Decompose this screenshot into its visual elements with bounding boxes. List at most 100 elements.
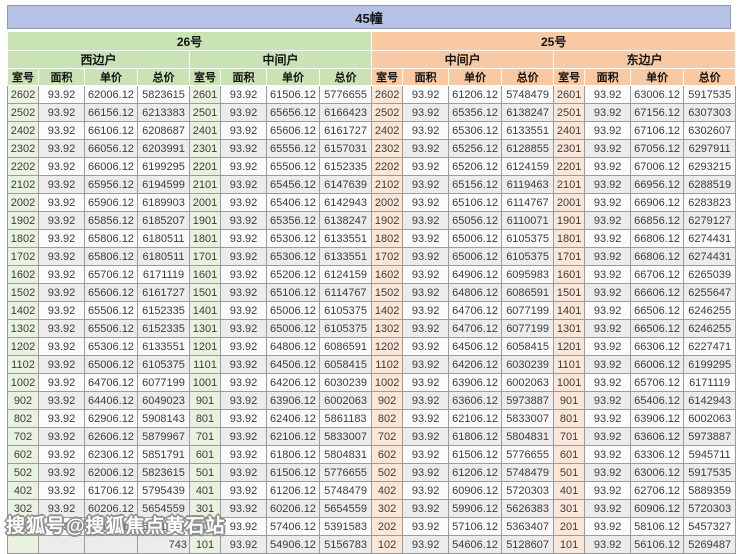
cell-unit-price: 65006.12 xyxy=(448,247,503,266)
cell-total-price: 6213383 xyxy=(137,103,190,122)
cell-area: 93.92 xyxy=(38,301,85,320)
cell-unit-price: 62106.12 xyxy=(266,427,320,446)
cell-total-price: 6138247 xyxy=(501,103,555,122)
cell-room: 1102 xyxy=(7,355,39,374)
cell-room: 602 xyxy=(7,445,39,464)
cell-total-price: 6002063 xyxy=(501,373,555,392)
cell-area: 93.92 xyxy=(220,319,267,338)
cell-room: 202 xyxy=(7,517,39,536)
cell-room: 1801 xyxy=(553,229,586,248)
cell-total-price: 6133551 xyxy=(501,121,555,140)
cell-unit-price: 65606.12 xyxy=(266,121,320,140)
cell-room: 2101 xyxy=(553,175,586,194)
cell-total-price: 6161727 xyxy=(318,121,373,140)
cell-total-price: 6185207 xyxy=(137,211,190,230)
table-row: 2102 93.92 65956.12 6194599 2101 93.92 65456.1… xyxy=(7,175,737,194)
cell-unit-price: 65656.12 xyxy=(266,103,320,122)
cell-area: 93.92 xyxy=(584,175,632,194)
cell-area: 93.92 xyxy=(402,283,450,302)
cell-area: 93.92 xyxy=(402,229,450,248)
cell-unit-price: 61806.12 xyxy=(266,445,320,464)
cell-total-price: 6105375 xyxy=(318,319,373,338)
col-header-unit-price: 单价 xyxy=(630,68,685,86)
cell-area: 93.92 xyxy=(220,373,267,392)
cell-area: 93.92 xyxy=(402,319,450,338)
cell-unit-price: 65506.12 xyxy=(84,301,138,320)
cell-area: 93.92 xyxy=(402,391,450,410)
cell-room: 902 xyxy=(7,391,39,410)
cell-room: 2301 xyxy=(189,139,221,158)
cell-area: 93.92 xyxy=(38,121,85,140)
cell-area: 93.92 xyxy=(584,391,632,410)
cell-room: 1701 xyxy=(189,247,221,266)
cell-room: 1501 xyxy=(189,283,221,302)
cell-room: 2202 xyxy=(7,157,39,176)
cell-area: 93.92 xyxy=(38,463,85,482)
cell-area: 93.92 xyxy=(220,463,267,482)
cell-unit-price: 62406.12 xyxy=(266,409,320,428)
cell-total-price: 5945711 xyxy=(683,445,737,464)
cell-unit-price: 61206.12 xyxy=(448,463,503,482)
cell-total-price: 5626383 xyxy=(501,499,555,518)
cell-total-price: 5973887 xyxy=(501,391,555,410)
cell-area: 93.92 xyxy=(38,211,85,230)
cell-area: 93.92 xyxy=(584,517,632,536)
cell-unit-price: 63906.12 xyxy=(448,373,503,392)
cell-unit-price: 62306.12 xyxy=(84,445,138,464)
unit-type-header-row: 西边户 中间户 中间户 东边户 xyxy=(7,50,737,69)
cell-unit-price: 60206.12 xyxy=(266,499,320,518)
table-row: 2402 93.92 66106.12 6208687 2401 93.92 65606.1… xyxy=(7,121,737,140)
col-header-area: 面积 xyxy=(38,68,85,86)
cell-unit-price: 66806.12 xyxy=(630,229,685,248)
cell-area: 93.92 xyxy=(38,445,85,464)
cell-area: 93.92 xyxy=(584,409,632,428)
cell-area: 93.92 xyxy=(38,85,85,104)
building-26-header: 26号 xyxy=(6,31,373,51)
cell-area: 93.92 xyxy=(220,85,267,104)
price-table: 26号 25号 西边户 中间户 中间户 东边户 室号 面积 单价 总价 室号 面… xyxy=(6,31,737,554)
cell-room: 1101 xyxy=(553,355,586,374)
cell-area: 93.92 xyxy=(38,193,85,212)
cell-total-price: 6157031 xyxy=(318,139,373,158)
cell-total-price: 6199295 xyxy=(137,157,190,176)
cell-unit-price: 67106.12 xyxy=(630,121,685,140)
col-header-room: 室号 xyxy=(7,68,39,86)
cell-unit-price: 64506.12 xyxy=(266,355,320,374)
cell-area: 93.92 xyxy=(402,517,450,536)
cell-room: 802 xyxy=(371,409,404,428)
cell-area: 93.92 xyxy=(220,139,267,158)
cell-area: 93.92 xyxy=(220,193,267,212)
cell-total-price: 5879967 xyxy=(137,427,190,446)
cell-area: 93.92 xyxy=(402,301,450,320)
cell-room: 1402 xyxy=(371,301,404,320)
cell-room: 402 xyxy=(371,481,404,500)
cell-total-price: 6171119 xyxy=(683,373,737,392)
cell-room: 1701 xyxy=(553,247,586,266)
col-header-area: 面积 xyxy=(220,68,267,86)
cell-room: 2301 xyxy=(553,139,586,158)
cell-total-price: 5833007 xyxy=(501,409,555,428)
cell-total-price: 5851791 xyxy=(137,445,190,464)
cell-area: 93.92 xyxy=(402,265,450,284)
cell-unit-price: 65356.12 xyxy=(266,211,320,230)
cell-unit-price: 65556.12 xyxy=(266,139,320,158)
cell-room: 2401 xyxy=(189,121,221,140)
cell-room: 2001 xyxy=(189,193,221,212)
cell-room: 501 xyxy=(189,463,221,482)
cell-unit-price: 66956.12 xyxy=(630,175,685,194)
cell-total-price: 5654559 xyxy=(318,499,373,518)
col-header-unit-price: 单价 xyxy=(84,68,138,86)
cell-total-price: 6030239 xyxy=(501,355,555,374)
cell-room: 1102 xyxy=(371,355,404,374)
cell-unit-price: 66706.12 xyxy=(630,265,685,284)
cell-unit-price: 64206.12 xyxy=(266,373,320,392)
cell-unit-price: 62006.12 xyxy=(84,463,138,482)
cell-unit-price: 65306.12 xyxy=(448,121,503,140)
cell-area: 93.92 xyxy=(220,517,267,536)
cell-unit-price: 65006.12 xyxy=(84,355,138,374)
cell-total-price: 5391583 xyxy=(137,517,190,536)
cell-area: 93.92 xyxy=(584,121,632,140)
cell-room: 1301 xyxy=(189,319,221,338)
cell-area: 93.92 xyxy=(220,355,267,374)
cell-unit-price: 63606.12 xyxy=(630,427,685,446)
